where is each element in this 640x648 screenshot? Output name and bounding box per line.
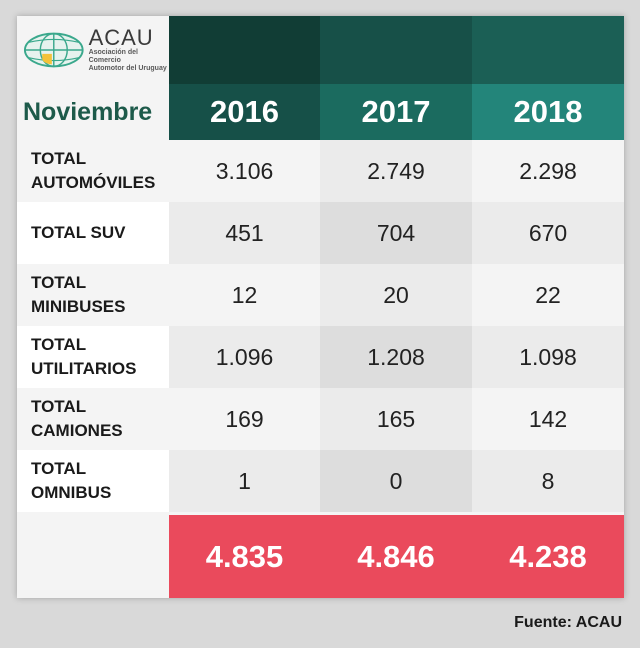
total-cell: 4.835 <box>169 515 320 598</box>
table-cell: 2.749 <box>320 140 472 202</box>
table-cell: 12 <box>169 264 320 326</box>
sales-table-card: ACAU Asociación del Comercio Automotor d… <box>17 16 624 598</box>
table-cell: 8 <box>472 450 624 512</box>
total-cell: 4.238 <box>472 515 624 598</box>
table-cell: 451 <box>169 202 320 264</box>
acau-logo: ACAU Asociación del Comercio Automotor d… <box>17 16 169 84</box>
logo-subtitle: Asociación del Comercio Automotor del Ur… <box>88 49 167 72</box>
column-header-year: 2016 <box>169 84 320 140</box>
table-cell: 1.098 <box>472 326 624 388</box>
row-label: TOTAL UTILITARIOS <box>17 326 169 388</box>
table-cell: 2.298 <box>472 140 624 202</box>
table-cell: 165 <box>320 388 472 450</box>
column-header-year: 2017 <box>320 84 472 140</box>
table-cell: 3.106 <box>169 140 320 202</box>
column-header-top <box>169 16 320 84</box>
table-cell: 1.208 <box>320 326 472 388</box>
table-cell: 0 <box>320 450 472 512</box>
table-cell: 704 <box>320 202 472 264</box>
column-header-top <box>472 16 624 84</box>
globe-icon <box>23 32 84 68</box>
table-cell: 670 <box>472 202 624 264</box>
table-cell: 142 <box>472 388 624 450</box>
logo-name: ACAU <box>88 25 154 50</box>
table-cell: 22 <box>472 264 624 326</box>
column-header-year: 2018 <box>472 84 624 140</box>
month-label: Noviembre <box>23 97 153 126</box>
row-label: TOTAL OMNIBUS <box>17 450 169 512</box>
row-label: TOTAL AUTOMÓVILES <box>17 140 169 202</box>
row-label: TOTAL SUV <box>17 202 169 264</box>
total-cell: 4.846 <box>320 515 472 598</box>
row-label: TOTAL CAMIONES <box>17 388 169 450</box>
table-cell: 1.096 <box>169 326 320 388</box>
table-cell: 169 <box>169 388 320 450</box>
table-cell: 20 <box>320 264 472 326</box>
source-note: Fuente: ACAU <box>514 614 622 631</box>
column-header-top <box>320 16 472 84</box>
table-cell: 1 <box>169 450 320 512</box>
row-label: TOTAL MINIBUSES <box>17 264 169 326</box>
